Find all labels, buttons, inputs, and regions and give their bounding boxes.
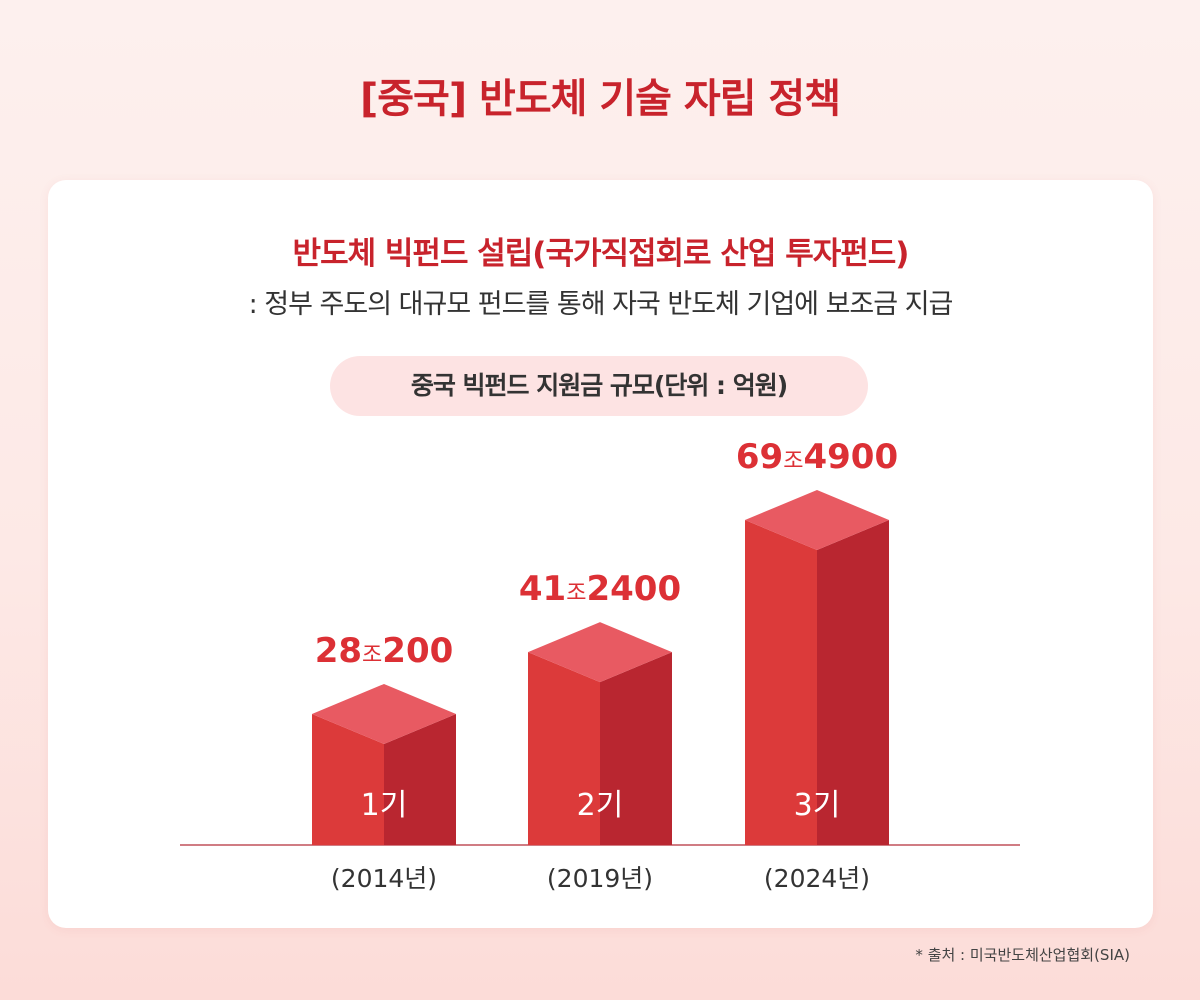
bar-top-face (312, 683, 456, 744)
bar-1: 1기 28조200 (2014년) (312, 631, 456, 893)
bar-front-face (312, 713, 384, 845)
bar-side-face (600, 652, 672, 845)
bar-front-face (745, 520, 817, 845)
source-note: * 출처 : 미국반도체산업협회(SIA) (915, 946, 1130, 964)
bar-front-face (528, 652, 600, 845)
card-heading: 반도체 빅펀드 설립(국가직접회로 산업 투자펀드) (292, 236, 910, 272)
bar-side-face (817, 520, 889, 845)
bar-category-label: 1기 (361, 788, 408, 823)
chart-title-pill: 중국 빅펀드 지원금 규모(단위 : 억원) (330, 356, 868, 416)
x-tick-label: (2019년) (547, 864, 653, 893)
bar-value-label: 28조200 (315, 631, 454, 671)
bar-top-face (745, 490, 889, 550)
bar-3: 3기 69조4900 (2024년) (736, 437, 898, 893)
bar-top-face (528, 622, 672, 683)
bar-2: 2기 41조2400 (2019년) (519, 569, 681, 893)
x-tick-label: (2024년) (764, 864, 870, 893)
card-subtitle: : 정부 주도의 대규모 펀드를 통해 자국 반도체 기업에 보조금 지급 (248, 289, 954, 320)
bar-value-label: 41조2400 (519, 569, 681, 609)
x-tick-label: (2014년) (331, 864, 437, 893)
bar-category-label: 3기 (794, 788, 841, 823)
content-card: 반도체 빅펀드 설립(국가직접회로 산업 투자펀드) : 정부 주도의 대규모 … (48, 180, 1153, 928)
bar-value-label: 69조4900 (736, 437, 898, 477)
bar-side-face (384, 713, 456, 845)
bar-category-label: 2기 (577, 788, 624, 823)
page-title: [중국] 반도체 기술 자립 정책 (359, 76, 841, 122)
